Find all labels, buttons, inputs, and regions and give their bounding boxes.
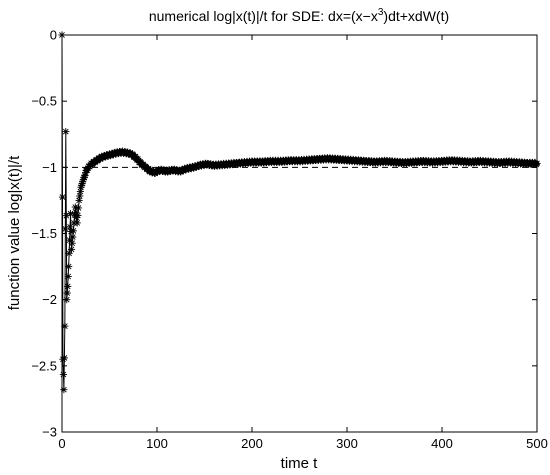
data-point bbox=[63, 289, 71, 297]
data-point bbox=[60, 386, 68, 394]
y-tick-label: 0 bbox=[50, 28, 57, 43]
data-point bbox=[74, 204, 83, 212]
x-axis-label: time t bbox=[281, 455, 319, 472]
data-point bbox=[69, 227, 77, 235]
data-point bbox=[75, 196, 83, 205]
x-tick-label: 100 bbox=[146, 436, 168, 451]
data-point bbox=[65, 249, 73, 257]
y-tick-label: −1.5 bbox=[31, 226, 57, 241]
data-point bbox=[61, 322, 69, 330]
chart-title-main: numerical log|x(t)|/t for SDE: dx=(x−x bbox=[149, 8, 378, 24]
data-point bbox=[71, 203, 79, 211]
data-point bbox=[65, 262, 73, 271]
data-point bbox=[73, 219, 81, 227]
y-tick-label: −1 bbox=[42, 160, 57, 175]
x-tick-label: 300 bbox=[336, 436, 358, 451]
data-point bbox=[60, 354, 68, 362]
data-point bbox=[76, 187, 84, 196]
y-tick-label: −2 bbox=[42, 292, 57, 307]
chart-title: numerical log|x(t)|/t for SDE: dx=(x−x3)… bbox=[149, 7, 449, 24]
y-tick-label: −0.5 bbox=[31, 94, 57, 109]
series-layer bbox=[58, 31, 541, 394]
series-line bbox=[61, 34, 538, 390]
data-point bbox=[69, 233, 77, 241]
data-point bbox=[67, 245, 76, 253]
data-point bbox=[74, 211, 82, 220]
data-point bbox=[64, 282, 72, 291]
chart-title-tail: )dt+xdW(t) bbox=[383, 8, 449, 24]
data-point bbox=[64, 272, 72, 281]
plot-frame bbox=[61, 34, 538, 433]
tick-layer: 0 100 200 300 400 500 0 −0.5 −1 −1.5 −2 −2.5 −3 bbox=[31, 28, 548, 452]
x-tick-label: 500 bbox=[526, 436, 548, 451]
x-tick-label: 400 bbox=[431, 436, 453, 451]
y-axis-label: function value log|x(t)|/t bbox=[6, 155, 23, 310]
chart-title-superscript: 3 bbox=[378, 7, 384, 18]
y-tick-label: −3 bbox=[42, 425, 57, 440]
data-point bbox=[59, 370, 68, 379]
data-point bbox=[62, 128, 70, 136]
y-tick-label: −2.5 bbox=[31, 358, 57, 373]
data-point bbox=[533, 159, 541, 167]
data-point bbox=[68, 239, 76, 247]
x-tick-label: 0 bbox=[58, 436, 65, 451]
x-tick-label: 200 bbox=[241, 436, 263, 451]
data-point bbox=[58, 193, 67, 201]
data-point bbox=[76, 192, 84, 200]
